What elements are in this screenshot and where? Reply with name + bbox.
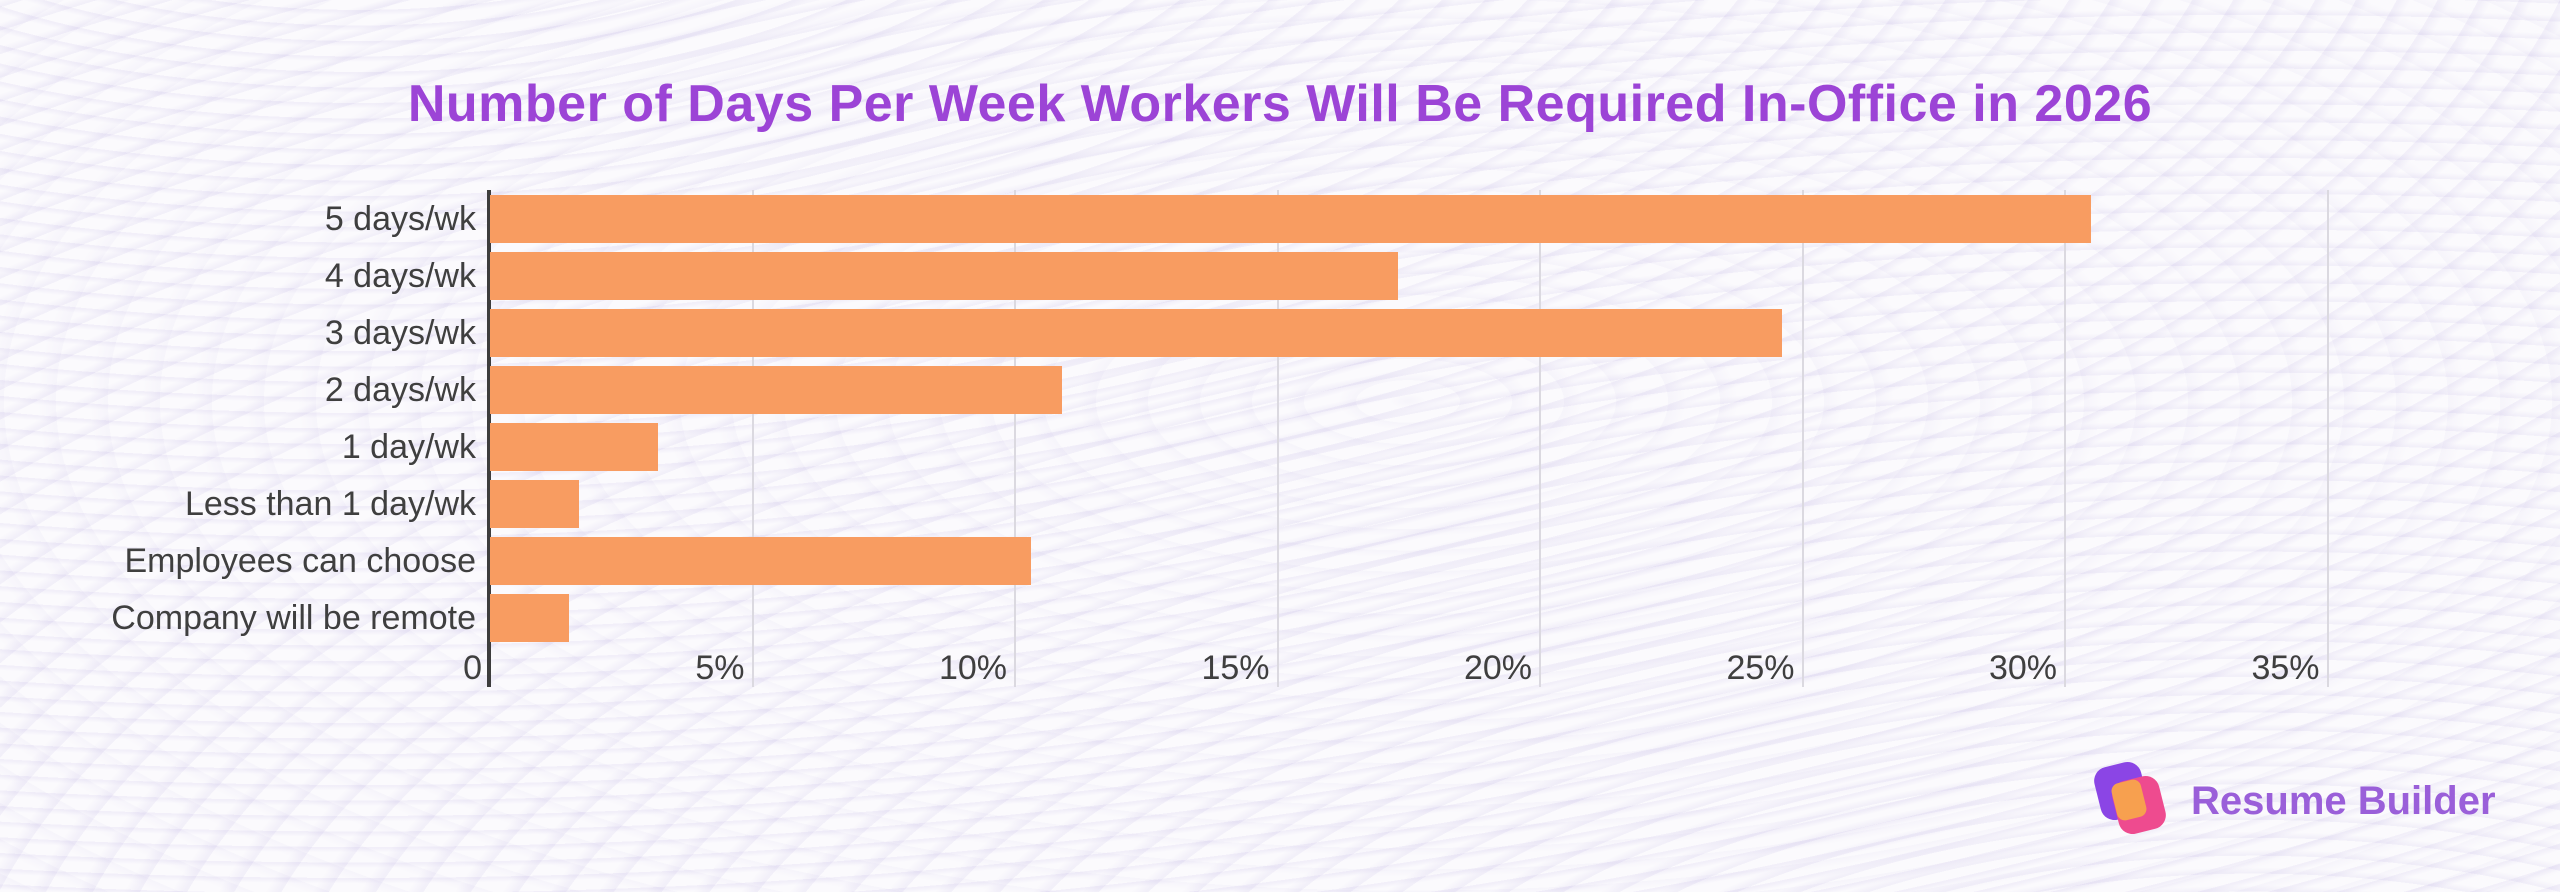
chart-bar — [490, 537, 1031, 585]
chart-bar — [490, 252, 1399, 300]
chart-bar — [490, 480, 580, 528]
category-label: Employees can choose — [124, 541, 476, 580]
category-label: Less than 1 day/wk — [184, 484, 476, 523]
gridline — [2326, 190, 2329, 687]
category-label: 3 days/wk — [324, 313, 476, 352]
category-label: Company will be remote — [111, 598, 476, 637]
logo-wordmark: Resume Builder — [2191, 778, 2496, 823]
gridline — [2064, 190, 2066, 687]
chart-bar — [490, 594, 569, 642]
resume-builder-logo-icon — [2091, 758, 2169, 840]
category-label: 4 days/wk — [324, 256, 476, 295]
chart-title: Number of Days Per Week Workers Will Be … — [407, 75, 2153, 133]
category-label: 5 days/wk — [324, 199, 476, 238]
x-tick-label: 30% — [1988, 648, 2057, 687]
category-label: 2 days/wk — [324, 370, 476, 409]
gridline — [751, 190, 754, 687]
x-tick-label: 0 — [463, 648, 482, 687]
resume-builder-logo: Resume Builder — [2091, 758, 2496, 840]
gridline — [1276, 190, 1279, 687]
x-tick-label: 35% — [2251, 648, 2320, 687]
chart-bar — [490, 423, 658, 471]
chart-bar — [490, 366, 1063, 414]
x-tick-label: 20% — [1463, 648, 1532, 687]
x-tick-label: 25% — [1726, 648, 1795, 687]
x-tick-label: 5% — [695, 648, 745, 687]
chart-bar — [490, 309, 1782, 357]
x-tick-label: 10% — [938, 648, 1007, 687]
chart-bar — [490, 195, 2092, 243]
gridline — [1014, 190, 1016, 687]
x-tick-label: 15% — [1201, 648, 1270, 687]
category-label: 1 day/wk — [341, 427, 476, 466]
y-axis-line — [487, 190, 491, 687]
gridline — [1801, 190, 1804, 687]
gridline — [1539, 190, 1541, 687]
